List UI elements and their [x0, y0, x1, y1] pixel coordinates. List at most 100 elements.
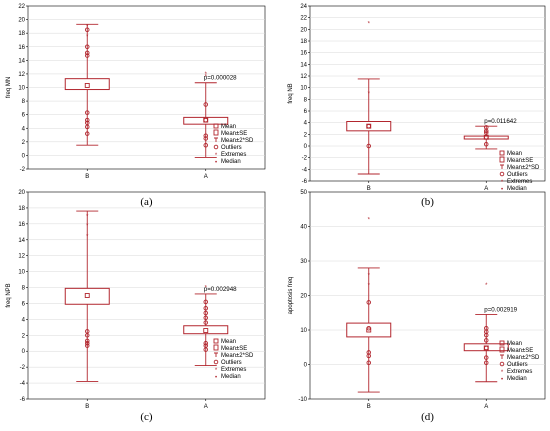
- box-group-A: * p=0.002919: [463, 283, 518, 383]
- y-tick-label: 2: [304, 132, 308, 138]
- outlier-point: [84, 120, 90, 126]
- outlier-point: [484, 338, 489, 343]
- legend-label: Median: [507, 186, 527, 192]
- legend-extreme-icon: *: [215, 368, 218, 374]
- y-tick-label: 0: [304, 144, 308, 150]
- y-tick-label: 8: [304, 97, 308, 103]
- outlier-point: [84, 110, 90, 115]
- y-tick-label: 0: [22, 349, 26, 355]
- se-box: [463, 135, 509, 140]
- outlier-point: [203, 343, 208, 348]
- y-tick-label: 6: [22, 301, 26, 307]
- legend-outlier-icon: [499, 171, 505, 177]
- outlier-point: [203, 136, 208, 141]
- y-axis-label: freq NB: [288, 83, 294, 103]
- x-tick-label: B: [85, 404, 89, 410]
- x-tick-label: A: [204, 404, 208, 410]
- legend-label: Extremes: [507, 179, 532, 185]
- legend-label: Median: [221, 374, 241, 380]
- outlier-point: [84, 329, 90, 334]
- outlier-point: [203, 299, 208, 305]
- legend-sd-icon: [214, 352, 218, 357]
- box-group-A: **p=0.000028: [183, 72, 237, 158]
- legend-mean-icon: [499, 340, 505, 346]
- legend-label: Outliers: [507, 362, 528, 368]
- y-tick-label: 2: [22, 333, 26, 339]
- y-tick-label: 20: [18, 18, 25, 24]
- y-tick-label: -6: [20, 397, 26, 403]
- y-tick-label: -4: [20, 381, 26, 387]
- panel-label: (c): [140, 411, 153, 423]
- p-value-label: p=0.000028: [204, 75, 237, 82]
- y-axis-label: freq NPB: [6, 283, 12, 307]
- plot-frame: [27, 191, 266, 400]
- x-tick-label: B: [367, 404, 371, 410]
- y-tick-label: 4: [22, 317, 26, 323]
- legend-label: Mean±2*SD: [221, 138, 254, 144]
- legend-median-icon: •: [215, 160, 217, 166]
- y-tick-label: 22: [18, 4, 25, 10]
- legend-median-icon: •: [501, 187, 503, 193]
- legend-label: Mean±2*SD: [221, 353, 254, 359]
- legend-median-icon: •: [501, 377, 503, 383]
- legend-sd-icon: [214, 137, 218, 142]
- chart-panel-4: -10 0 10 20 30 40 50 apoptosis freq B A * * * * p=0.00…: [288, 190, 546, 423]
- outlier-point: [366, 360, 372, 366]
- mean-marker: [203, 328, 209, 333]
- legend-sd-icon: [500, 354, 504, 359]
- y-tick-label: 14: [18, 58, 25, 64]
- outlier-point: [366, 300, 372, 305]
- panel-label: (b): [421, 196, 434, 208]
- legend-label: Mean±2*SD: [507, 355, 540, 361]
- plot-frame: [309, 5, 546, 182]
- y-axis-label: apoptosis freq: [288, 277, 294, 315]
- extreme-point: *: [86, 214, 89, 220]
- y-tick-label: 18: [18, 31, 25, 37]
- extreme-point: *: [368, 273, 371, 279]
- legend-label: Outliers: [507, 172, 528, 178]
- outlier-point: [484, 345, 489, 351]
- se-box: [346, 121, 392, 132]
- panel-label: (d): [421, 411, 434, 423]
- y-tick-label: 8: [22, 99, 26, 105]
- y-tick-label: 0: [304, 363, 308, 369]
- outlier-point: [203, 102, 208, 107]
- y-tick-label: 12: [18, 254, 25, 260]
- extreme-point: *: [86, 234, 89, 240]
- outlier-point: [484, 134, 489, 140]
- y-tick-label: 22: [300, 16, 307, 22]
- outlier-point: [484, 360, 489, 366]
- x-tick-label: A: [204, 174, 208, 180]
- y-tick-label: 8: [22, 286, 26, 292]
- se-box: [183, 116, 229, 125]
- outlier-point: [203, 305, 208, 311]
- y-tick-label: -4: [302, 167, 308, 173]
- y-tick-label: 14: [300, 62, 307, 68]
- legend-label: Extremes: [221, 152, 246, 158]
- y-tick-label: 30: [300, 259, 307, 265]
- outlier-point: [366, 350, 372, 355]
- outlier-point: [203, 117, 208, 123]
- y-tick-label: -2: [20, 365, 26, 371]
- outlier-point: [84, 343, 90, 348]
- se-box: [64, 287, 110, 305]
- y-tick-label: 2: [22, 140, 26, 146]
- legend-label: Median: [221, 159, 241, 165]
- outlier-point: [484, 125, 489, 130]
- outlier-point: [84, 341, 90, 346]
- y-tick-label: 50: [300, 190, 307, 196]
- y-tick-label: 0: [22, 153, 26, 159]
- y-tick-label: 10: [18, 86, 25, 92]
- y-tick-label: 6: [304, 109, 308, 115]
- se-box: [64, 78, 110, 91]
- legend-label: Extremes: [221, 367, 246, 373]
- y-tick-label: 16: [18, 222, 25, 228]
- legend-label: Mean±SE: [507, 158, 533, 164]
